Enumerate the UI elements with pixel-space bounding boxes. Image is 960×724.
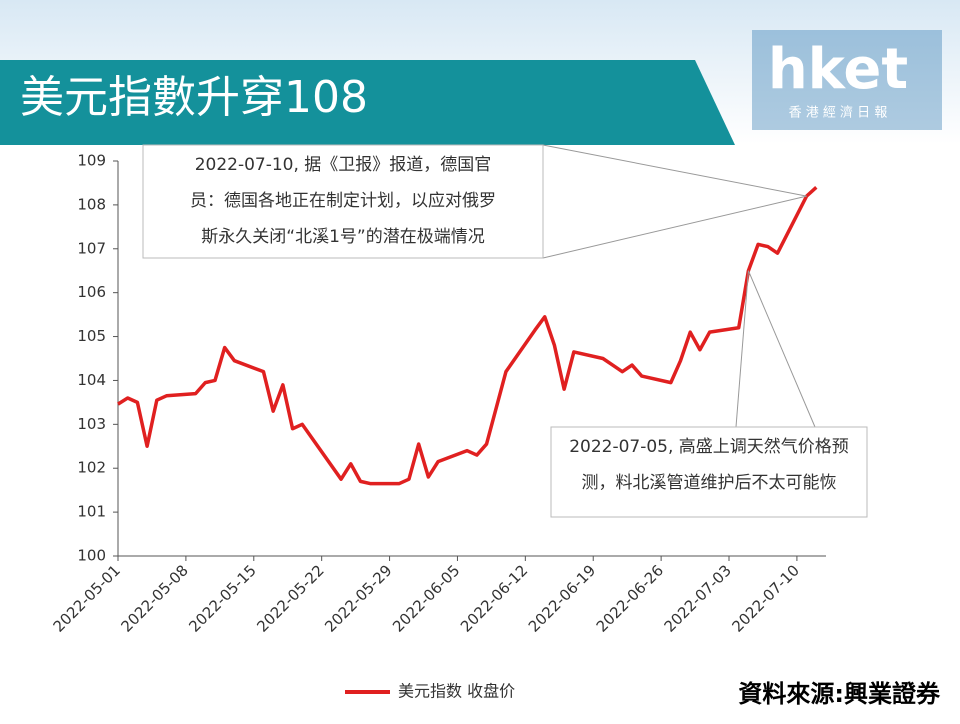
legend-label: 美元指数 收盘价 xyxy=(398,682,515,701)
annotation-text: 测，料北溪管道维护后不太可能恢 xyxy=(582,473,837,493)
y-tick-label: 107 xyxy=(77,239,106,257)
callout-line xyxy=(542,195,807,259)
annotation-box xyxy=(550,426,868,518)
y-tick-label: 103 xyxy=(77,415,106,433)
y-tick-label: 102 xyxy=(77,459,106,477)
annotation-box xyxy=(142,144,544,259)
y-tick-label: 100 xyxy=(77,547,106,565)
annotation-text: 2022-07-10, 据《卫报》报道，德国官 xyxy=(195,155,492,175)
y-tick-label: 106 xyxy=(77,283,106,301)
data-line xyxy=(117,186,818,486)
annotation-text: 员：德国各地正在制定计划，以应对俄罗 xyxy=(190,191,496,211)
annotation-text: 斯永久关闭“北溪1号”的潜在极端情况 xyxy=(201,227,484,247)
y-tick-label: 108 xyxy=(77,195,106,213)
title: 美元指數升穿108 xyxy=(20,72,368,123)
source: 資料來源:興業證券 xyxy=(738,680,941,708)
logo-sub: 香 港 經 濟 日 報 xyxy=(789,105,888,121)
title-banner xyxy=(0,60,735,145)
y-tick-label: 101 xyxy=(77,503,106,521)
y-tick-label: 109 xyxy=(77,152,106,170)
logo: hket xyxy=(768,37,908,102)
y-tick-label: 104 xyxy=(77,371,106,389)
annotation-text: 2022-07-05, 高盛上调天然气价格预 xyxy=(569,437,849,457)
logo-bg xyxy=(752,30,942,130)
callout-line xyxy=(735,270,749,428)
callout-line xyxy=(542,144,807,197)
y-tick-label: 105 xyxy=(77,327,106,345)
callout-line xyxy=(747,270,816,428)
